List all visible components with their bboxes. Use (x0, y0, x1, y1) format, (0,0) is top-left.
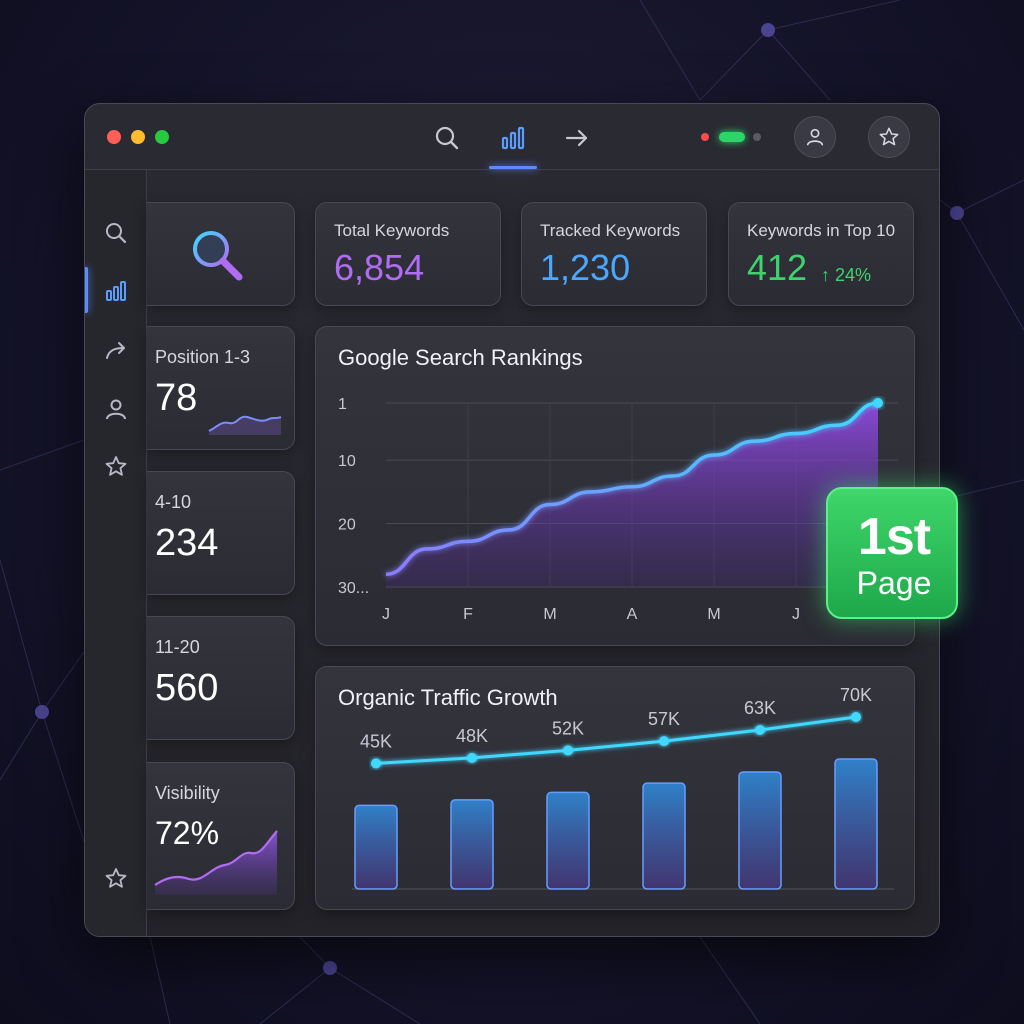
traffic-bar (642, 782, 686, 890)
change-badge: ↑ 24% (821, 265, 872, 285)
stat-value: 6,854 (334, 247, 425, 288)
star-icon[interactable] (103, 866, 129, 892)
tracked-keywords-card[interactable]: Tracked Keywords 1,230 (521, 202, 707, 306)
traffic-bar (738, 771, 782, 890)
total-keywords-card[interactable]: Total Keywords 6,854 (315, 202, 501, 306)
search-icon[interactable] (103, 220, 129, 246)
title-bar (85, 104, 939, 170)
search-icon[interactable] (431, 122, 463, 154)
position-card[interactable]: Position 1-3 78 (147, 326, 295, 450)
ranking-line (385, 401, 879, 577)
y-tick-label: 20 (338, 517, 356, 534)
active-tab-indicator (489, 166, 537, 169)
y-tick-label: 1 (338, 396, 347, 413)
data-label: 63K (744, 698, 776, 718)
close-window-button[interactable] (107, 130, 121, 144)
traffic-bar (450, 799, 494, 890)
stat-label: Tracked Keywords (540, 221, 681, 240)
x-tick-label: A (627, 606, 638, 623)
x-tick-label: M (707, 606, 720, 623)
position-value: 72% (155, 815, 220, 851)
traffic-bar (834, 758, 878, 890)
search-card[interactable] (147, 202, 295, 306)
star-icon (879, 127, 899, 146)
x-tick-label: M (543, 606, 556, 623)
stat-value: 412 (747, 247, 808, 288)
status-indicator (701, 131, 767, 143)
traffic-point (467, 752, 477, 763)
position-card[interactable]: 4-10 234 (147, 471, 295, 595)
badge-line1: 1st (857, 508, 931, 566)
position-value: 560 (155, 667, 219, 709)
x-tick-label: J (382, 606, 390, 623)
area-fill (386, 403, 878, 587)
y-tick-label: 30... (338, 580, 369, 597)
data-label: 70K (840, 685, 872, 705)
traffic-panel: Organic Traffic Growth 45K 48K 52K 57K 63K 70… (315, 666, 915, 910)
position-card[interactable]: 11-20 560 (147, 616, 295, 740)
x-tick-label: F (463, 606, 473, 623)
data-label: 48K (456, 726, 488, 746)
sparkline (208, 415, 282, 435)
traffic-line (375, 715, 857, 765)
position-label: 4-10 (155, 492, 192, 512)
stat-label: Total Keywords (334, 221, 450, 240)
rankings-chart: 1 10 20 30... J F M A M J (338, 396, 898, 623)
position-label: 11-20 (155, 637, 200, 657)
panel-title: Google Search Rankings (338, 345, 583, 370)
stat-value: 1,230 (540, 247, 631, 288)
magnifier-icon (193, 231, 243, 281)
traffic-chart: 45K 48K 52K 57K 63K 70K (352, 685, 894, 890)
bar-chart-icon[interactable] (497, 122, 529, 154)
stat-label: Keywords in Top 10 (747, 221, 896, 240)
data-label: 45K (360, 731, 392, 751)
traffic-point (371, 758, 381, 769)
sidebar-active-indicator (85, 267, 88, 313)
bar-chart-icon[interactable] (103, 278, 129, 304)
app-window: Total Keywords 6,854 Tracked Keywords 1,… (84, 103, 940, 937)
position-label: Position 1-3 (155, 347, 251, 367)
maximize-window-button[interactable] (155, 130, 169, 144)
minimize-window-button[interactable] (131, 130, 145, 144)
user-button[interactable] (794, 116, 836, 158)
traffic-point (563, 745, 573, 756)
arrow-right-icon[interactable] (561, 122, 593, 154)
traffic-bar (354, 804, 398, 890)
share-arrow-icon[interactable] (103, 338, 129, 364)
visibility-sparkline (154, 830, 278, 895)
data-label: 52K (552, 718, 584, 738)
traffic-point (755, 725, 765, 735)
position-value: 234 (155, 522, 219, 564)
data-label: 57K (648, 709, 680, 729)
y-tick-label: 10 (338, 453, 356, 470)
traffic-bar (546, 791, 590, 890)
end-point (873, 398, 883, 408)
position-value: 78 (155, 377, 198, 419)
traffic-point (659, 736, 669, 747)
position-label: Visibility (155, 783, 220, 803)
rankings-panel: Google Search Rankings 1 10 20 30... J F M A M J (315, 326, 915, 646)
sidebar (85, 170, 147, 936)
user-icon[interactable] (103, 396, 129, 422)
user-icon (806, 128, 824, 146)
traffic-point (851, 712, 861, 722)
x-tick-label: J (792, 606, 800, 623)
panel-title: Organic Traffic Growth (338, 685, 558, 710)
star-icon[interactable] (103, 454, 129, 480)
visibility-card[interactable]: Visibility 72% (147, 762, 295, 910)
favorites-button[interactable] (868, 116, 910, 158)
first-page-badge: 1st Page (826, 487, 958, 619)
badge-line2: Page (856, 565, 932, 601)
top10-keywords-card[interactable]: Keywords in Top 10 412 ↑ 24% (728, 202, 914, 306)
